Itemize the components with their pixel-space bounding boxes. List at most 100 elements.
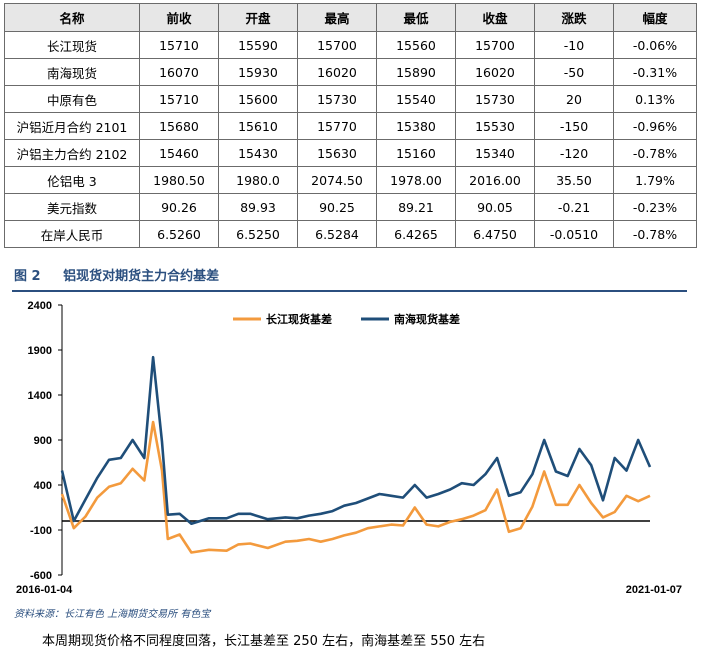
cell-high: 6.5284 bbox=[297, 220, 377, 248]
table-header-row: 名称 前收 开盘 最高 最低 收盘 涨跌 幅度 bbox=[4, 3, 697, 32]
cell-prev-close: 15680 bbox=[139, 112, 219, 140]
cell-name: 美元指数 bbox=[4, 193, 140, 221]
cell-close: 15530 bbox=[455, 112, 535, 140]
y-tick-label: 1900 bbox=[28, 345, 52, 357]
y-tick-label: 2400 bbox=[28, 300, 52, 312]
table-row: 伦铝电 3 1980.50 1980.0 2074.50 1978.00 201… bbox=[4, 166, 697, 194]
header-low: 最低 bbox=[376, 3, 456, 32]
cell-name: 长江现货 bbox=[4, 31, 140, 59]
cell-high: 15730 bbox=[297, 85, 377, 113]
cell-high: 2074.50 bbox=[297, 166, 377, 194]
cell-close: 15340 bbox=[455, 139, 535, 167]
cell-change-pct: 1.79% bbox=[613, 166, 697, 194]
cell-change: -150 bbox=[534, 112, 614, 140]
cell-close: 16020 bbox=[455, 58, 535, 86]
x-tick-label-start: 2016-01-04 bbox=[16, 584, 73, 596]
cell-prev-close: 15460 bbox=[139, 139, 219, 167]
cell-close: 90.05 bbox=[455, 193, 535, 221]
cell-close: 15730 bbox=[455, 85, 535, 113]
header-change: 涨跌 bbox=[534, 3, 614, 32]
figure-title-text: 铝现货对期货主力合约基差 bbox=[63, 269, 220, 284]
cell-change-pct: 0.13% bbox=[613, 85, 697, 113]
cell-open: 15590 bbox=[218, 31, 298, 59]
cell-name: 南海现货 bbox=[4, 58, 140, 86]
y-tick-label: 400 bbox=[34, 480, 52, 492]
cell-low: 6.4265 bbox=[376, 220, 456, 248]
header-open: 开盘 bbox=[218, 3, 298, 32]
cell-close: 2016.00 bbox=[455, 166, 535, 194]
cell-prev-close: 90.26 bbox=[139, 193, 219, 221]
y-axis-ticks: 2400 1900 1400 900 400 -100 -600 bbox=[28, 300, 62, 582]
cell-open: 1980.0 bbox=[218, 166, 298, 194]
table-row: 在岸人民币 6.5260 6.5250 6.5284 6.4265 6.4750… bbox=[4, 220, 697, 248]
cell-open: 15930 bbox=[218, 58, 298, 86]
cell-name: 中原有色 bbox=[4, 85, 140, 113]
cell-open: 6.5250 bbox=[218, 220, 298, 248]
figure-number: 图 2 bbox=[14, 269, 41, 284]
header-prev-close: 前收 bbox=[139, 3, 219, 32]
cell-change: -50 bbox=[534, 58, 614, 86]
cell-open: 15610 bbox=[218, 112, 298, 140]
series-lines bbox=[60, 355, 652, 554]
cell-change: -10 bbox=[534, 31, 614, 59]
cell-high: 90.25 bbox=[297, 193, 377, 221]
table-row: 美元指数 90.26 89.93 90.25 89.21 90.05 -0.21… bbox=[4, 193, 697, 221]
cell-change: 20 bbox=[534, 85, 614, 113]
y-tick-label: 900 bbox=[34, 435, 52, 447]
cell-prev-close: 16070 bbox=[139, 58, 219, 86]
cell-low: 15560 bbox=[376, 31, 456, 59]
figure-title: 图 2 铝现货对期货主力合约基差 bbox=[14, 265, 219, 284]
cell-low: 15160 bbox=[376, 139, 456, 167]
cell-change-pct: -0.23% bbox=[613, 193, 697, 221]
header-name: 名称 bbox=[4, 3, 140, 32]
cell-open: 15600 bbox=[218, 85, 298, 113]
cell-change: -0.0510 bbox=[534, 220, 614, 248]
cell-change-pct: -0.78% bbox=[613, 220, 697, 248]
cell-high: 15770 bbox=[297, 112, 377, 140]
series-line-0 bbox=[60, 420, 651, 554]
cell-name: 沪铝近月合约 2101 bbox=[4, 112, 140, 140]
cell-change-pct: -0.06% bbox=[613, 31, 697, 59]
legend-label-1: 南海现货基差 bbox=[394, 312, 460, 326]
cell-change: -120 bbox=[534, 139, 614, 167]
cell-change: -0.21 bbox=[534, 193, 614, 221]
cell-close: 15700 bbox=[455, 31, 535, 59]
cell-low: 15890 bbox=[376, 58, 456, 86]
table-row: 沪铝主力合约 2102 15460 15430 15630 15160 1534… bbox=[4, 139, 697, 167]
cell-low: 15540 bbox=[376, 85, 456, 113]
cell-change: 35.50 bbox=[534, 166, 614, 194]
cell-open: 89.93 bbox=[218, 193, 298, 221]
cell-low: 15380 bbox=[376, 112, 456, 140]
series-line-1 bbox=[60, 355, 652, 525]
source-note: 资料来源：长江有色 上海期货交易所 有色宝 bbox=[14, 609, 211, 620]
market-quote-table: 名称 前收 开盘 最高 最低 收盘 涨跌 幅度 长江现货 15710 15590… bbox=[4, 3, 697, 248]
cell-name: 沪铝主力合约 2102 bbox=[4, 139, 140, 167]
table-row: 长江现货 15710 15590 15700 15560 15700 -10 -… bbox=[4, 31, 697, 59]
cell-close: 6.4750 bbox=[455, 220, 535, 248]
cell-change-pct: -0.96% bbox=[613, 112, 697, 140]
cell-high: 15630 bbox=[297, 139, 377, 167]
cell-prev-close: 15710 bbox=[139, 31, 219, 59]
table-row: 沪铝近月合约 2101 15680 15610 15770 15380 1553… bbox=[4, 112, 697, 140]
cell-change-pct: -0.31% bbox=[613, 58, 697, 86]
y-tick-label: 1400 bbox=[28, 390, 52, 402]
cell-prev-close: 6.5260 bbox=[139, 220, 219, 248]
cell-low: 1978.00 bbox=[376, 166, 456, 194]
cell-high: 15700 bbox=[297, 31, 377, 59]
figure-title-rule bbox=[12, 290, 687, 292]
y-tick-label: -100 bbox=[30, 525, 52, 537]
cell-prev-close: 15710 bbox=[139, 85, 219, 113]
cell-low: 89.21 bbox=[376, 193, 456, 221]
table-row: 南海现货 16070 15930 16020 15890 16020 -50 -… bbox=[4, 58, 697, 86]
header-high: 最高 bbox=[297, 3, 377, 32]
legend-label-0: 长江现货基差 bbox=[266, 312, 332, 326]
cell-prev-close: 1980.50 bbox=[139, 166, 219, 194]
cell-change-pct: -0.78% bbox=[613, 139, 697, 167]
header-change-pct: 幅度 bbox=[613, 3, 697, 32]
x-tick-label-end: 2021-01-07 bbox=[626, 584, 682, 596]
table-row: 中原有色 15710 15600 15730 15540 15730 20 0.… bbox=[4, 85, 697, 113]
figure-caption: 本周期现货价格不同程度回落，长江基差至 250 左右，南海基差至 550 左右 bbox=[42, 634, 486, 649]
chart-legend: 长江现货基差 南海现货基差 bbox=[233, 312, 460, 326]
cell-name: 伦铝电 3 bbox=[4, 166, 140, 194]
